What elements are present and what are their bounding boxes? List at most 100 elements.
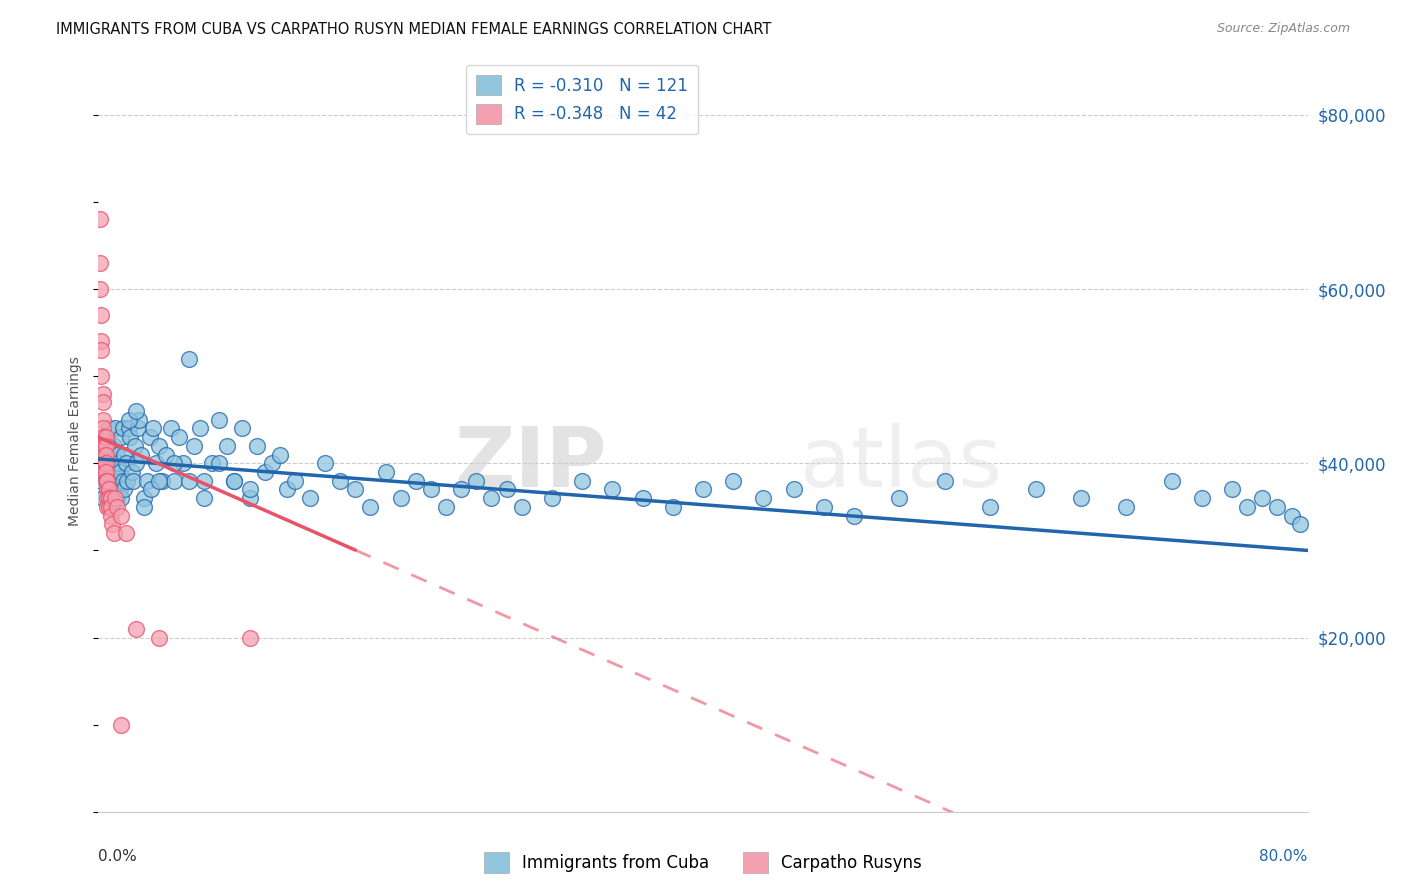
Text: IMMIGRANTS FROM CUBA VS CARPATHO RUSYN MEDIAN FEMALE EARNINGS CORRELATION CHART: IMMIGRANTS FROM CUBA VS CARPATHO RUSYN M… xyxy=(56,22,772,37)
Point xyxy=(284,474,307,488)
Point xyxy=(125,622,148,636)
Point xyxy=(844,508,866,523)
Point xyxy=(104,491,127,505)
Point xyxy=(155,448,177,462)
Point xyxy=(224,474,246,488)
Point xyxy=(450,483,472,497)
Point xyxy=(91,456,114,470)
Point xyxy=(1267,500,1289,514)
Point xyxy=(481,491,503,505)
Point xyxy=(1024,483,1046,497)
Point xyxy=(96,474,118,488)
Point xyxy=(89,256,111,270)
Point xyxy=(93,465,115,479)
Point xyxy=(100,508,122,523)
Point xyxy=(108,465,131,479)
Point xyxy=(91,395,114,409)
Point xyxy=(246,439,269,453)
Point xyxy=(723,474,745,488)
Point xyxy=(118,421,141,435)
Point xyxy=(1115,500,1137,514)
Point xyxy=(104,465,127,479)
Point xyxy=(299,491,322,505)
Point xyxy=(96,500,118,514)
Point xyxy=(122,474,145,488)
Point xyxy=(139,430,162,444)
Point xyxy=(132,500,155,514)
Point xyxy=(314,456,336,470)
Point xyxy=(215,439,238,453)
Point xyxy=(172,456,194,470)
Point xyxy=(239,483,262,497)
Point xyxy=(121,465,143,479)
Point xyxy=(124,439,146,453)
Point xyxy=(104,421,127,435)
Point xyxy=(813,500,835,514)
Point xyxy=(125,404,148,418)
Point xyxy=(110,491,132,505)
Point xyxy=(127,421,149,435)
Point xyxy=(101,474,124,488)
Point xyxy=(128,413,150,427)
Point xyxy=(1220,483,1243,497)
Point xyxy=(98,500,121,514)
Point xyxy=(93,439,115,453)
Point xyxy=(96,483,118,497)
Point xyxy=(98,491,121,505)
Point xyxy=(110,717,132,731)
Point xyxy=(1281,508,1303,523)
Point xyxy=(1070,491,1092,505)
Point xyxy=(94,448,117,462)
Point xyxy=(105,448,128,462)
Point xyxy=(90,343,112,357)
Point xyxy=(132,491,155,505)
Point xyxy=(90,474,112,488)
Point xyxy=(1289,517,1312,532)
Point xyxy=(150,474,173,488)
Point xyxy=(118,413,141,427)
Point xyxy=(103,483,125,497)
Point xyxy=(105,491,128,505)
Point xyxy=(96,474,118,488)
Point xyxy=(98,483,121,497)
Point xyxy=(179,351,201,366)
Point xyxy=(101,517,124,532)
Point xyxy=(110,430,132,444)
Point xyxy=(90,334,112,349)
Point xyxy=(141,483,163,497)
Point xyxy=(108,483,131,497)
Point xyxy=(344,483,367,497)
Point xyxy=(163,456,186,470)
Point xyxy=(420,483,443,497)
Point xyxy=(125,456,148,470)
Text: ZIP: ZIP xyxy=(454,423,606,504)
Point xyxy=(160,421,183,435)
Point xyxy=(208,456,231,470)
Text: 0.0%: 0.0% xyxy=(98,849,138,863)
Point xyxy=(434,500,457,514)
Point xyxy=(129,448,152,462)
Point xyxy=(105,500,128,514)
Point xyxy=(98,483,121,497)
Point xyxy=(979,500,1001,514)
Point xyxy=(1160,474,1182,488)
Point xyxy=(540,491,562,505)
Point xyxy=(100,491,122,505)
Point xyxy=(269,448,291,462)
Text: 80.0%: 80.0% xyxy=(1260,849,1308,863)
Point xyxy=(91,413,114,427)
Point xyxy=(183,439,205,453)
Point xyxy=(193,491,215,505)
Point xyxy=(374,465,396,479)
Point xyxy=(114,456,136,470)
Point xyxy=(208,413,231,427)
Point xyxy=(93,456,115,470)
Point xyxy=(1191,491,1213,505)
Y-axis label: Median Female Earnings: Median Female Earnings xyxy=(69,357,83,526)
Point xyxy=(389,491,412,505)
Point xyxy=(94,474,117,488)
Point xyxy=(94,430,117,444)
Point xyxy=(89,282,111,296)
Point xyxy=(661,500,683,514)
Text: atlas: atlas xyxy=(800,423,1001,504)
